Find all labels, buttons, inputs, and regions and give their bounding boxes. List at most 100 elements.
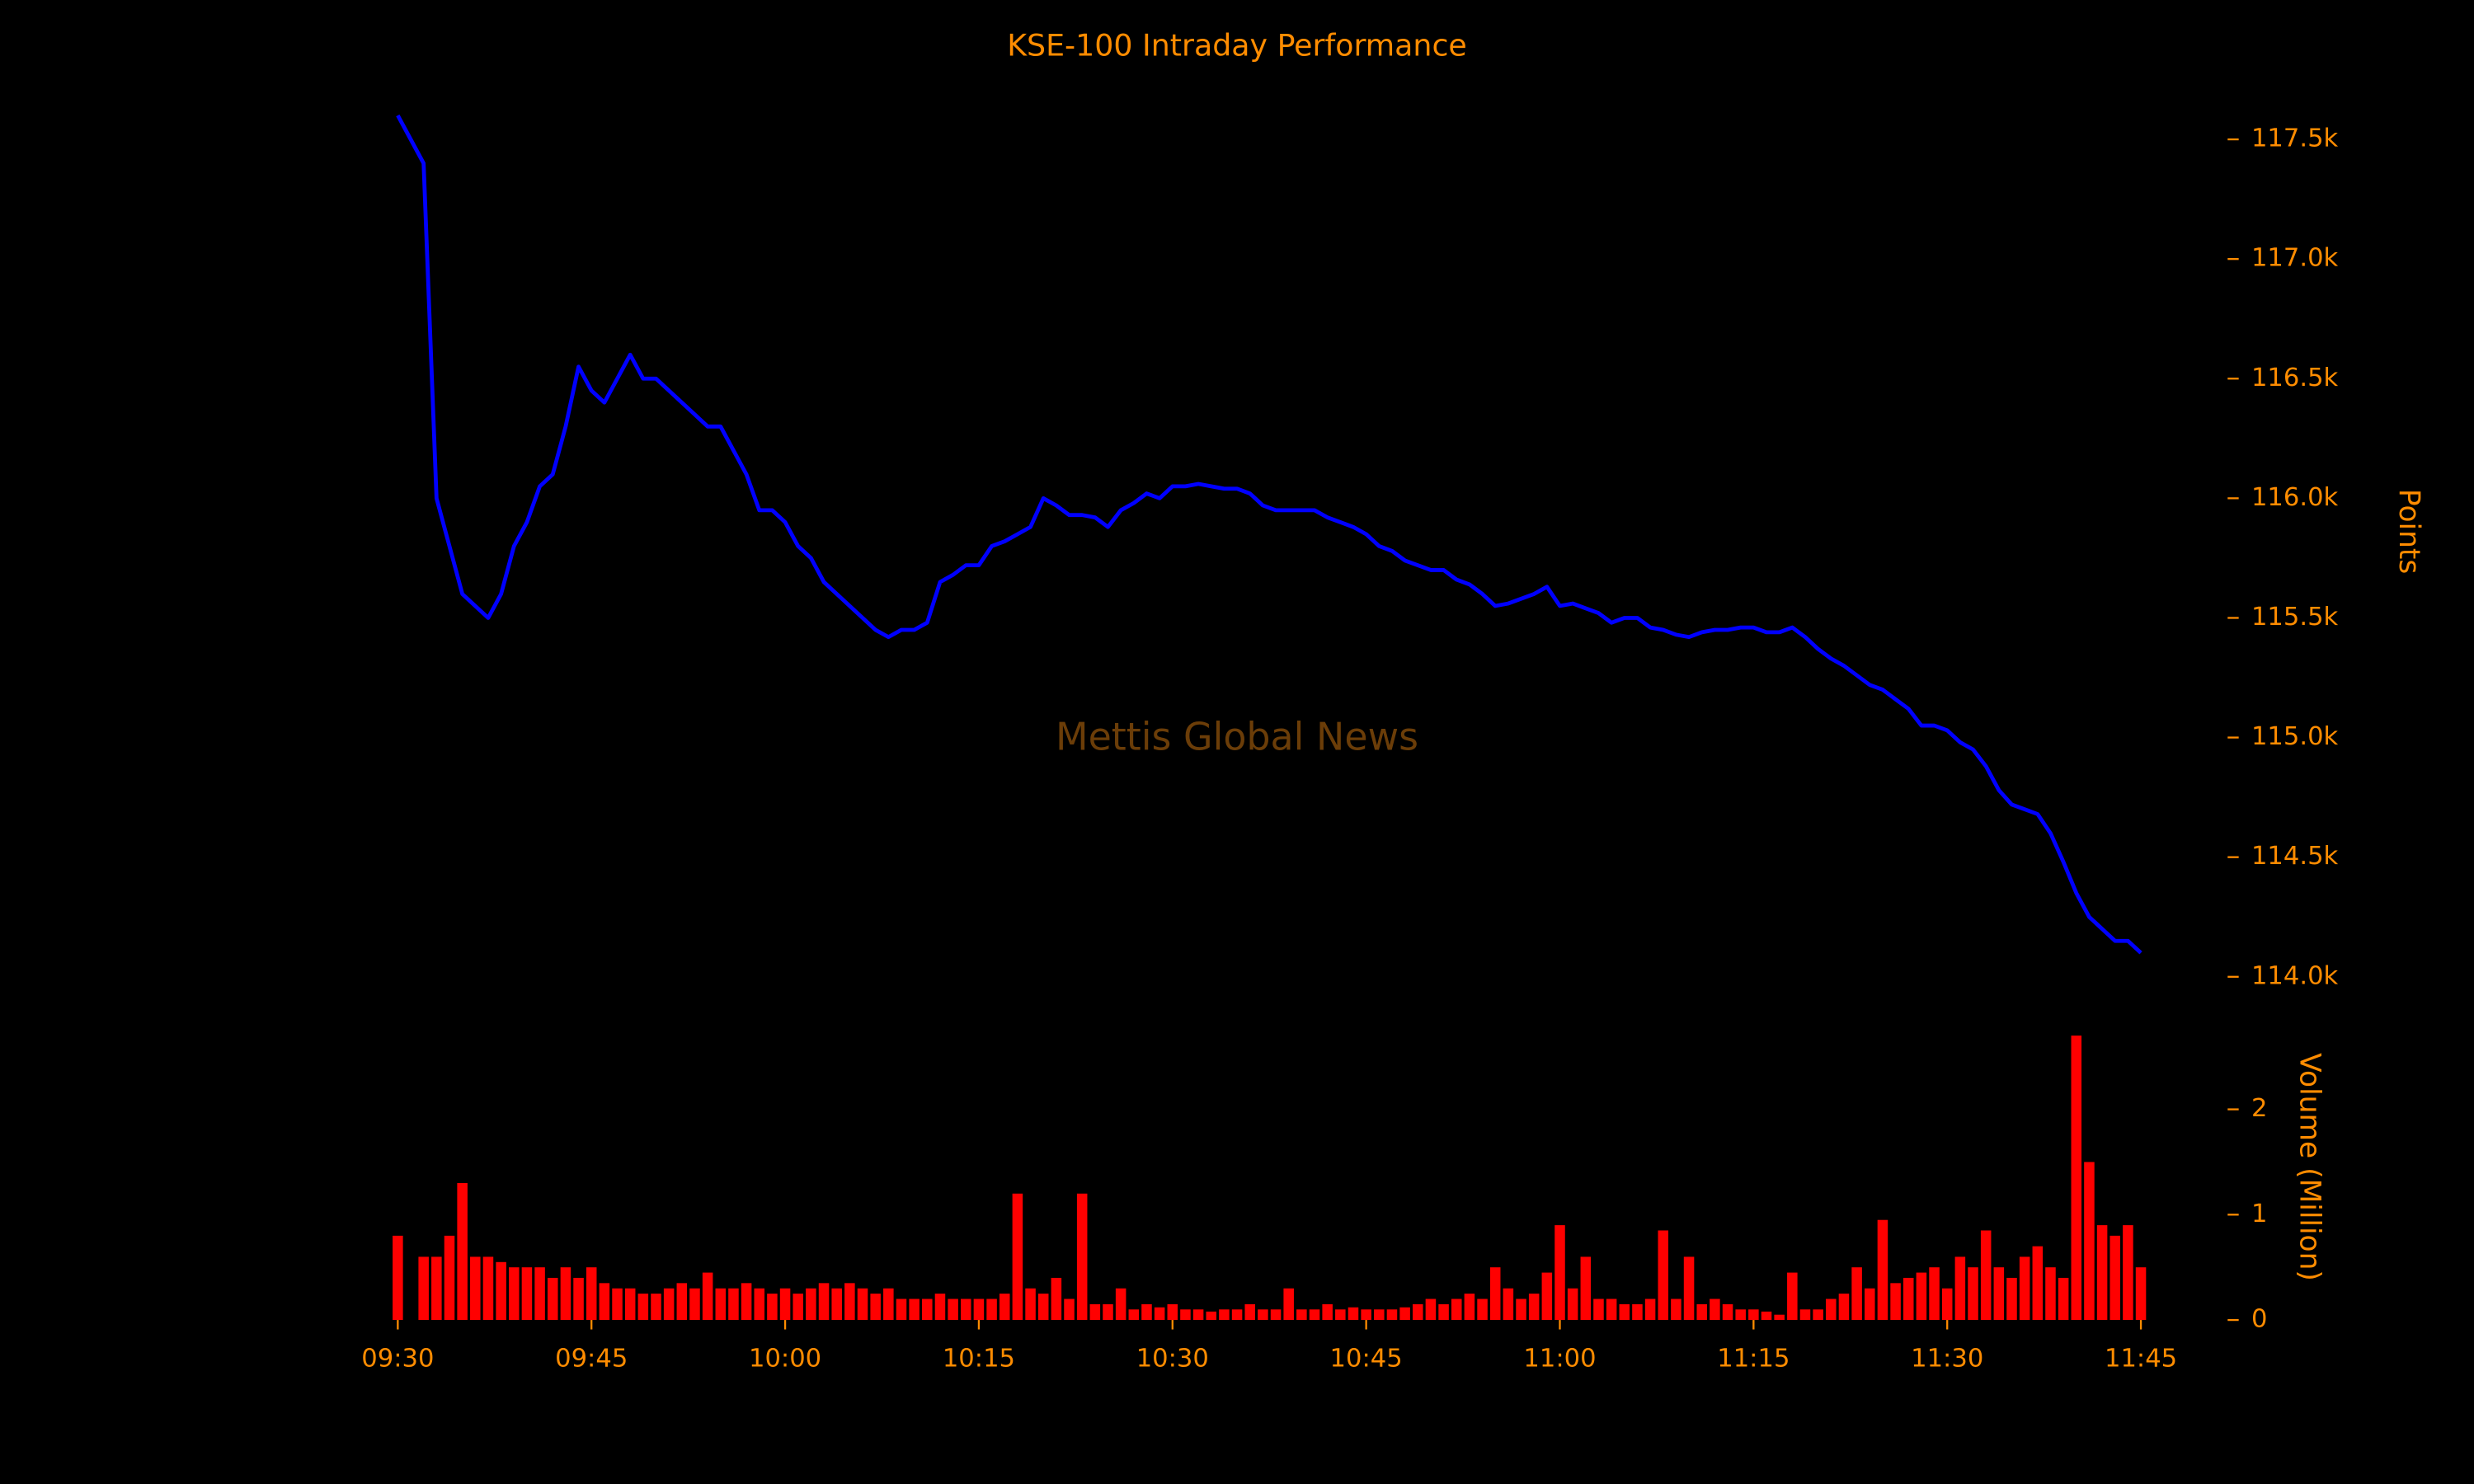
volume-bar bbox=[1838, 1294, 1850, 1321]
x-tick-label: 11:45 bbox=[2105, 1344, 2177, 1373]
volume-bar bbox=[573, 1277, 584, 1321]
volume-bar bbox=[1258, 1309, 1268, 1321]
volume-bar bbox=[1619, 1303, 1630, 1321]
volume-bar bbox=[1993, 1267, 2005, 1321]
volume-bar bbox=[1399, 1307, 1410, 1321]
volume-bar bbox=[1851, 1267, 1862, 1321]
watermark: Mettis Global News bbox=[1056, 715, 1418, 759]
volume-bar bbox=[1141, 1303, 1152, 1321]
volume-bar bbox=[999, 1294, 1010, 1321]
volume-bar bbox=[1632, 1303, 1643, 1321]
price-line bbox=[396, 114, 2142, 955]
volume-bar bbox=[1954, 1256, 1966, 1321]
y-tick-label: 115.5k bbox=[2251, 603, 2339, 632]
x-tick-label: 09:45 bbox=[555, 1344, 628, 1373]
volume-bar bbox=[973, 1298, 985, 1321]
volume-bar bbox=[741, 1283, 752, 1321]
volume-bar bbox=[1929, 1267, 1940, 1321]
volume-bar bbox=[2045, 1267, 2056, 1321]
volume-bar bbox=[624, 1288, 636, 1321]
volume-bar bbox=[1206, 1311, 1217, 1321]
y-axis-label: Points bbox=[2392, 489, 2425, 574]
volume-bar bbox=[637, 1294, 649, 1321]
y-tick-label: 114.5k bbox=[2251, 842, 2339, 871]
volume-bar bbox=[715, 1288, 727, 1321]
volume-bar bbox=[2032, 1246, 2044, 1321]
volume-bar bbox=[393, 1235, 403, 1321]
volume-bar bbox=[651, 1294, 661, 1321]
volume-bar bbox=[793, 1294, 803, 1321]
volume-bar bbox=[2109, 1235, 2121, 1321]
volume-bar bbox=[612, 1288, 623, 1321]
volume-bar bbox=[896, 1298, 907, 1321]
volume-bar bbox=[1593, 1298, 1604, 1321]
volume-bar bbox=[922, 1298, 933, 1321]
volume-bar bbox=[1489, 1267, 1501, 1321]
volume-bar bbox=[1167, 1303, 1178, 1321]
volume-bar bbox=[779, 1288, 791, 1321]
volume-bar bbox=[470, 1256, 481, 1321]
volume-bar bbox=[1761, 1311, 1772, 1321]
volume-bar bbox=[1683, 1256, 1695, 1321]
volume-bar bbox=[934, 1294, 946, 1321]
volume-bar bbox=[547, 1277, 558, 1321]
volume-bar bbox=[1037, 1294, 1049, 1321]
y-tick-label: 114.0k bbox=[2251, 961, 2339, 990]
volume-bar bbox=[1722, 1303, 1733, 1321]
volume-bar bbox=[1774, 1314, 1785, 1321]
volume-bar bbox=[599, 1283, 610, 1321]
volume-bar bbox=[509, 1267, 520, 1321]
volume-bar bbox=[1076, 1193, 1088, 1321]
volume-bar bbox=[1567, 1288, 1578, 1321]
volume-bar bbox=[831, 1288, 842, 1321]
y-tick-label: 116.0k bbox=[2251, 483, 2339, 512]
volume-bar bbox=[1309, 1309, 1320, 1321]
volume-bar bbox=[1270, 1309, 1282, 1321]
volume-bar bbox=[1064, 1298, 1075, 1321]
volume-bar bbox=[2071, 1036, 2082, 1321]
volume-bar bbox=[1025, 1288, 1036, 1321]
volume-bar bbox=[1348, 1307, 1359, 1321]
volume-bar bbox=[1658, 1230, 1669, 1321]
volume-bar bbox=[1606, 1298, 1617, 1321]
volume-bar bbox=[2019, 1256, 2030, 1321]
volume-bar bbox=[1012, 1193, 1023, 1321]
volume-bar bbox=[1748, 1309, 1759, 1321]
volume-bar bbox=[844, 1283, 855, 1321]
volume-bar bbox=[1735, 1309, 1746, 1321]
y2-tick-label: 1 bbox=[2251, 1200, 2267, 1228]
volume-bar bbox=[1180, 1309, 1191, 1321]
volume-bar bbox=[806, 1288, 816, 1321]
y-tick-label: 117.5k bbox=[2251, 124, 2339, 153]
volume-bar bbox=[1154, 1307, 1165, 1321]
volume-bar bbox=[1503, 1288, 1514, 1321]
volume-bar bbox=[754, 1288, 765, 1321]
volume-bar bbox=[857, 1288, 868, 1321]
volume-bar bbox=[728, 1288, 739, 1321]
volume-bar bbox=[767, 1294, 778, 1321]
volume-bar bbox=[1374, 1309, 1385, 1321]
volume-bar bbox=[909, 1298, 920, 1321]
volume-bar bbox=[1941, 1288, 1953, 1321]
y-tick-label: 116.5k bbox=[2251, 364, 2339, 392]
volume-bar bbox=[1219, 1309, 1230, 1321]
volume-bar bbox=[1877, 1219, 1888, 1321]
volume-bar bbox=[1128, 1309, 1140, 1321]
volume-bar bbox=[676, 1283, 688, 1321]
volume-bar bbox=[444, 1235, 455, 1321]
volume-bar bbox=[986, 1298, 997, 1321]
volume-bar bbox=[1554, 1225, 1565, 1321]
x-tick-label: 09:30 bbox=[361, 1344, 434, 1373]
volume-bar bbox=[1115, 1288, 1126, 1321]
y2-tick-label: 2 bbox=[2251, 1094, 2267, 1123]
volume-bar bbox=[1051, 1277, 1062, 1321]
volume-bar bbox=[1890, 1283, 1901, 1321]
volume-bar bbox=[431, 1256, 442, 1321]
volume-bar bbox=[1968, 1267, 1978, 1321]
y-tick-label: 115.0k bbox=[2251, 722, 2339, 751]
volume-bar bbox=[1283, 1288, 1294, 1321]
volume-bar bbox=[1451, 1298, 1462, 1321]
